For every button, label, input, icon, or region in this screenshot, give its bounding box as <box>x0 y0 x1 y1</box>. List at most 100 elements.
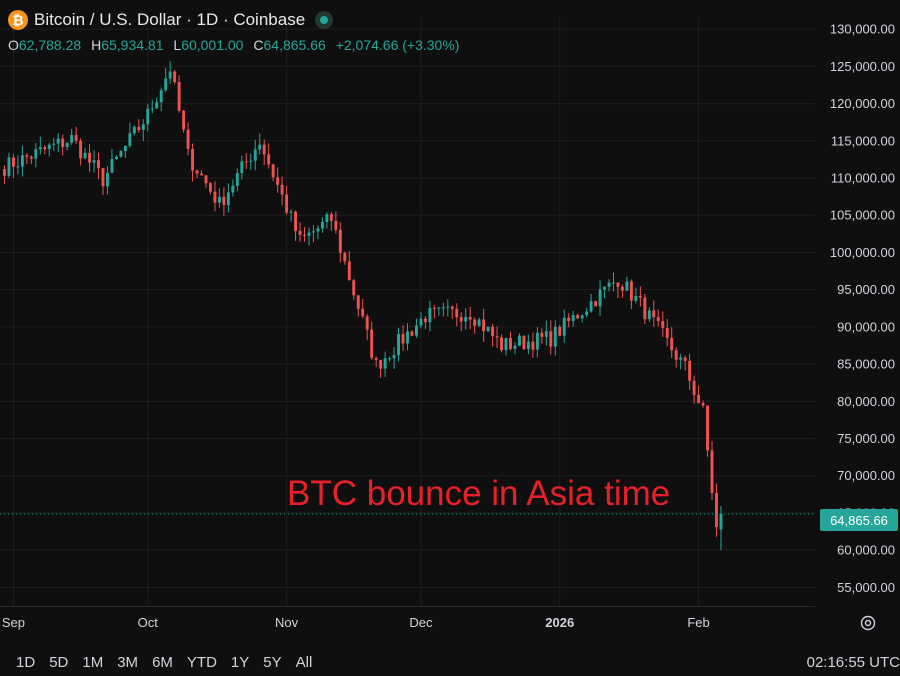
range-6m[interactable]: 6M <box>152 654 173 671</box>
candle-body <box>141 124 145 130</box>
candle-body <box>553 326 557 347</box>
y-tick-label: 125,000.00 <box>830 59 895 74</box>
candle-body <box>643 297 647 320</box>
candle-body <box>370 329 374 358</box>
candle-body <box>343 252 347 262</box>
candle-body <box>213 191 217 203</box>
candle-body <box>401 334 405 344</box>
candle-body <box>159 90 163 103</box>
chart-header: ₿ Bitcoin / U.S. Dollar · 1D · Coinbase <box>8 8 334 32</box>
symbol-title[interactable]: Bitcoin / U.S. Dollar · 1D · Coinbase <box>34 10 306 29</box>
candle-body <box>571 314 575 322</box>
candle-body <box>200 173 203 176</box>
range-1y[interactable]: 1Y <box>230 654 250 671</box>
candle-body <box>365 316 369 330</box>
candle-body <box>316 228 320 232</box>
candle-body <box>29 156 33 159</box>
candle-body <box>656 317 660 322</box>
last-price-tag: 64,865.66 <box>820 509 898 531</box>
candle-body <box>204 175 208 184</box>
candle-body <box>437 307 441 309</box>
range-ytd[interactable]: YTD <box>186 654 217 671</box>
range-all[interactable]: All <box>295 654 313 671</box>
bitcoin-icon: ₿ <box>8 10 28 30</box>
candle-body <box>374 357 378 360</box>
candle-body <box>500 337 503 351</box>
candle-body <box>11 157 15 167</box>
candle-body <box>303 234 306 236</box>
candle-body <box>38 147 42 150</box>
candle-body <box>379 359 383 369</box>
candle-body <box>47 144 51 150</box>
x-tick-label: Oct <box>138 615 159 630</box>
y-tick-label: 70,000.00 <box>837 468 895 483</box>
candle-body <box>258 144 262 150</box>
candle-body <box>97 160 100 169</box>
candle-body <box>603 286 606 290</box>
candle-body <box>146 108 150 125</box>
utc-clock[interactable]: 02:16:55 UTC <box>806 654 900 671</box>
candle-body <box>441 307 445 309</box>
range-3m[interactable]: 3M <box>117 654 139 671</box>
candle-body <box>56 138 60 144</box>
candle-body <box>334 220 338 230</box>
candle-body <box>464 316 468 322</box>
x-tick-label: 2026 <box>545 615 574 630</box>
y-tick-label: 95,000.00 <box>837 282 895 297</box>
range-5y[interactable]: 5Y <box>263 654 282 671</box>
candle-body <box>240 161 244 174</box>
x-tick-label: Feb <box>687 615 709 630</box>
candle-body <box>540 332 544 337</box>
candle-body <box>119 151 123 157</box>
candle-body <box>186 129 190 149</box>
candle-body <box>231 185 235 193</box>
candle-body <box>526 341 530 349</box>
candle-body <box>106 172 109 187</box>
range-5d[interactable]: 5D <box>49 654 69 671</box>
range-1m[interactable]: 1M <box>82 654 104 671</box>
candle-body <box>647 310 651 320</box>
y-tick-label: 110,000.00 <box>831 171 895 186</box>
candle-body <box>589 301 593 312</box>
candle-body <box>338 229 342 253</box>
ohlc-readout: O62,788.28 H65,934.81 L60,001.00 C64,865… <box>8 37 465 53</box>
y-tick-label: 120,000.00 <box>830 96 895 111</box>
candle-body <box>415 325 418 336</box>
settings-gear-icon[interactable] <box>858 613 878 633</box>
candle-body <box>191 148 195 171</box>
candle-body <box>625 281 629 291</box>
candle-body <box>473 319 477 326</box>
market-open-icon <box>315 11 334 29</box>
candle-body <box>388 358 392 360</box>
low-value: 60,001.00 <box>181 37 244 53</box>
x-tick-label: Nov <box>275 615 299 630</box>
y-tick-label: 55,000.00 <box>837 580 895 595</box>
candle-body <box>397 334 400 355</box>
candle-body <box>697 394 701 404</box>
candle-body <box>410 331 414 336</box>
candle-body <box>276 177 280 185</box>
candle-body <box>320 221 324 229</box>
candle-body <box>20 155 24 167</box>
candle-body <box>670 337 674 351</box>
candle-body <box>679 357 683 360</box>
range-1d[interactable]: 1D <box>16 654 36 671</box>
candle-body <box>110 159 114 173</box>
y-tick-label: 60,000.00 <box>837 543 895 558</box>
candle-body <box>307 232 311 236</box>
candle-body <box>450 306 454 309</box>
close-value: 64,865.66 <box>263 37 326 53</box>
candle-body <box>34 149 38 159</box>
y-tick-label: 85,000.00 <box>837 357 895 372</box>
candle-body <box>535 332 539 350</box>
candle-body <box>52 143 56 145</box>
y-tick-label: 90,000.00 <box>837 319 895 334</box>
candle-body <box>114 156 118 160</box>
candle-body <box>594 301 598 307</box>
candle-body <box>585 311 589 316</box>
y-tick-label: 130,000.00 <box>830 22 895 37</box>
candle-body <box>719 513 723 530</box>
candle-body <box>361 308 365 317</box>
candle-body <box>715 493 718 528</box>
